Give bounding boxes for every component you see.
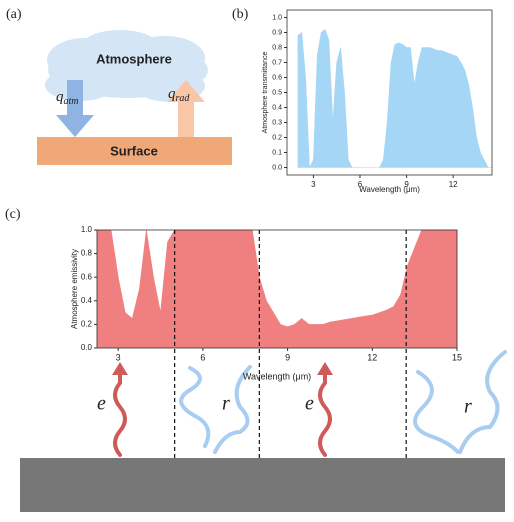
- surface: [37, 137, 232, 165]
- y-tick-label: 0.8: [272, 44, 282, 51]
- y-tick-label: 0.3: [272, 119, 282, 126]
- panel-label: (c): [5, 207, 21, 222]
- annotation: e: [305, 393, 314, 415]
- wave-arrows: [112, 350, 507, 457]
- area: [297, 29, 492, 169]
- x-tick-label: 15: [452, 352, 462, 362]
- atmosphere-label: Atmosphere: [96, 51, 172, 66]
- plot-frame: [96, 229, 458, 349]
- panel-label: (a): [6, 7, 22, 22]
- y-tick-label: 0.2: [81, 320, 93, 329]
- y-tick-label: 0.0: [272, 164, 282, 171]
- x-tick-label: 12: [449, 180, 458, 189]
- y-tick-label: 0.0: [81, 343, 93, 352]
- y-tick-label: 0.2: [272, 134, 282, 141]
- x-tick-label: 9: [404, 180, 409, 189]
- y-tick-label: 0.4: [272, 104, 282, 111]
- y-tick-label: 1.0: [81, 225, 93, 234]
- y-tick-label: 0.6: [81, 272, 93, 281]
- x-tick-label: 12: [367, 352, 377, 362]
- panel-label: (b): [232, 7, 249, 22]
- surface-label: Surface: [110, 143, 158, 158]
- q-rad: qrad: [168, 86, 190, 104]
- up-arrow: [167, 80, 205, 137]
- down-arrow: [56, 80, 94, 137]
- x-tick-label: 6: [200, 352, 205, 362]
- annotation: e: [97, 393, 106, 415]
- ground: [20, 458, 505, 512]
- area: [96, 229, 458, 349]
- y-axis-title: Atmosphere emissivity: [70, 249, 79, 329]
- x-tick-label: 6: [358, 180, 363, 189]
- y-tick-label: 0.5: [272, 89, 282, 96]
- y-tick-label: 0.9: [272, 29, 282, 36]
- x-axis-title: Wavelength (μm): [243, 371, 311, 381]
- y-tick-label: 0.7: [272, 59, 282, 66]
- y-tick-label: 0.6: [272, 74, 282, 81]
- y-tick-label: 1.0: [272, 14, 282, 21]
- x-tick-label: 9: [285, 352, 290, 362]
- y-tick-label: 0.8: [81, 249, 93, 258]
- annotation: r: [222, 393, 230, 415]
- x-axis-title: Wavelength (μm): [359, 185, 420, 194]
- x-tick-label: 3: [116, 352, 121, 362]
- q-atm: qatm: [56, 89, 79, 107]
- annotation: r: [464, 396, 472, 418]
- x-tick-label: 3: [311, 180, 316, 189]
- y-tick-label: 0.1: [272, 149, 282, 156]
- y-axis-title: Atmosphere transmittance: [262, 52, 269, 134]
- y-tick-label: 0.4: [81, 296, 93, 305]
